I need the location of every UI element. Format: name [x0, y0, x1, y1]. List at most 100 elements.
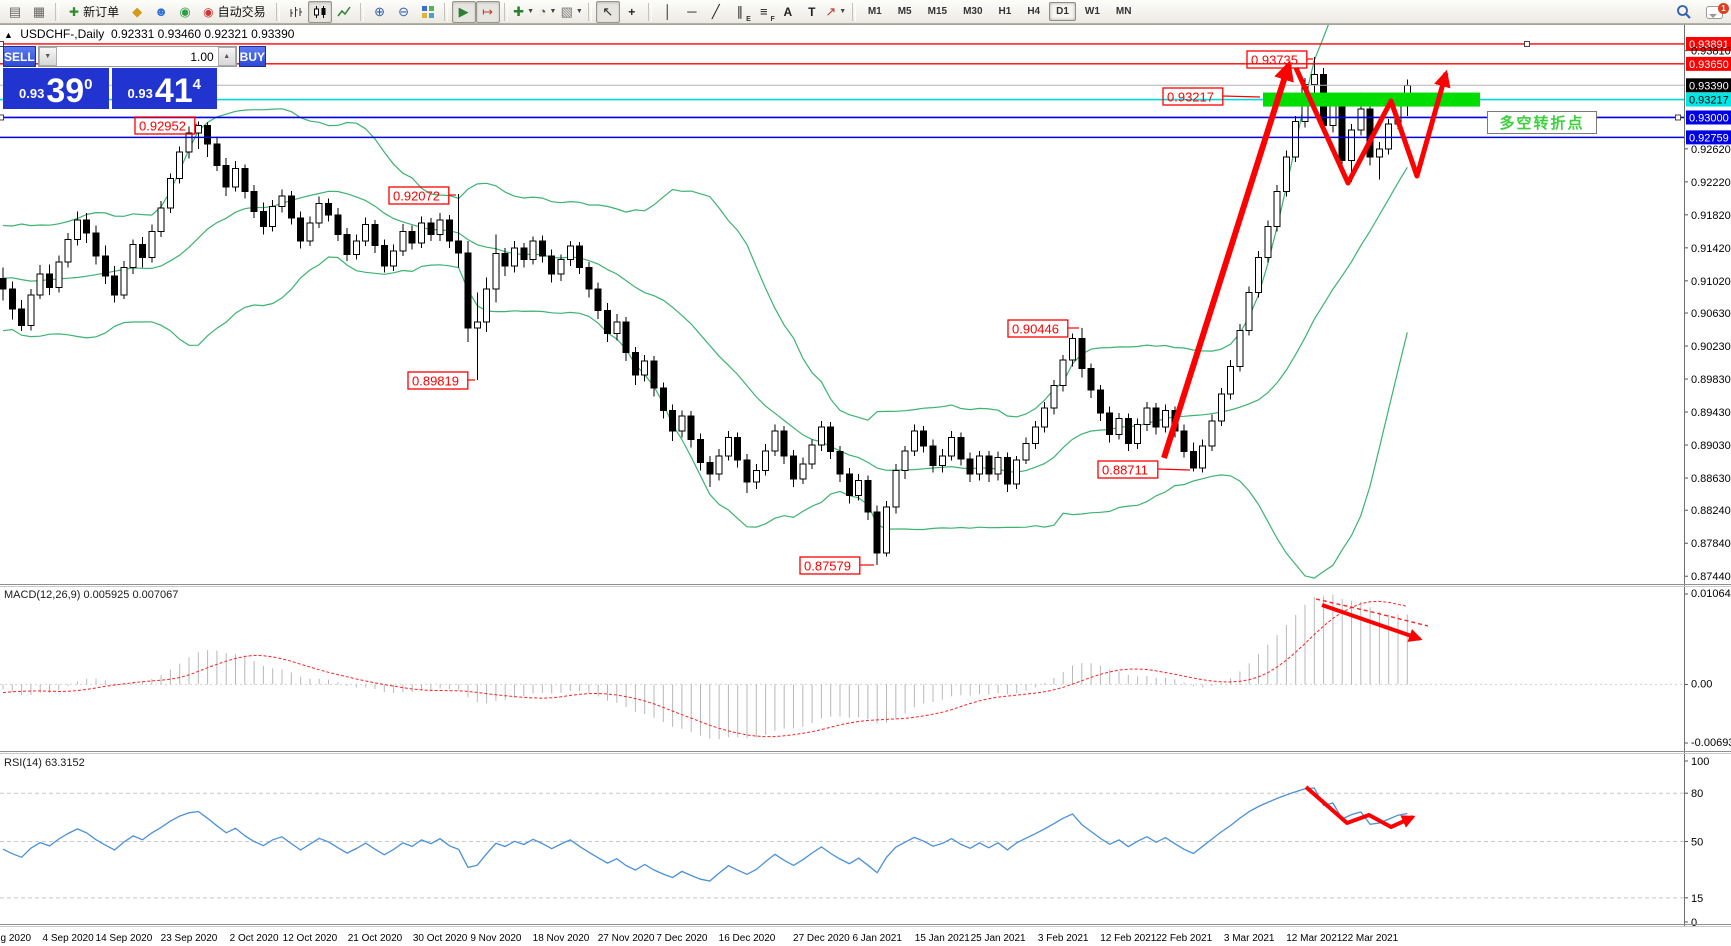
svg-text:0.93390: 0.93390: [1689, 80, 1729, 92]
chevron-down-icon[interactable]: ▼: [527, 8, 534, 15]
volume-down-icon[interactable]: ▼: [38, 47, 57, 66]
timeframe-d1[interactable]: D1: [1049, 2, 1076, 21]
toolbar-separator: [647, 2, 652, 21]
horizontal-line-icon[interactable]: ─: [680, 1, 704, 23]
price-callout: [388, 186, 450, 205]
trend-arrows[interactable]: [1161, 60, 1451, 829]
chat-icon[interactable]: 1: [1706, 2, 1729, 19]
svg-text:0.01064: 0.01064: [1691, 588, 1731, 600]
zoom-out-icon[interactable]: ⊖: [392, 1, 416, 23]
svg-text:0.92072: 0.92072: [393, 189, 440, 204]
auto-scroll-icon[interactable]: ▶: [451, 0, 476, 23]
templates-icon[interactable]: ▧ ▼: [560, 1, 584, 23]
sell-button[interactable]: SELL: [3, 46, 36, 67]
line-handle: [0, 114, 4, 121]
timeframe-m30[interactable]: M30: [963, 6, 983, 17]
auto-trading-button[interactable]: ◉ 自动交易: [203, 4, 266, 19]
svg-text:0.87579: 0.87579: [804, 559, 851, 574]
green-zone-rectangle[interactable]: [1263, 92, 1480, 107]
channel-icon[interactable]: ∥ E: [736, 4, 751, 23]
tile-windows-icon: [420, 4, 436, 20]
green-zone[interactable]: [1263, 92, 1480, 107]
timeframe-h1[interactable]: H1: [998, 6, 1012, 17]
line-chart-icon[interactable]: [332, 1, 356, 23]
svg-text:0.87840: 0.87840: [1691, 538, 1731, 550]
one-click-collapse-icon[interactable]: ▲: [4, 30, 13, 40]
indicators-icon: ✚: [513, 4, 525, 19]
arrows-icon[interactable]: ↗ ▼: [824, 1, 848, 23]
vertical-line-icon: │: [663, 4, 672, 19]
toolbar-separator: [55, 2, 59, 21]
candlestick-series: [0, 56, 1411, 565]
zoom-in-icon[interactable]: ⊕: [368, 1, 392, 23]
crosshair-icon[interactable]: +: [620, 1, 644, 23]
svg-text:0.00: 0.00: [1691, 678, 1712, 690]
community-icon[interactable]: ☻: [149, 1, 173, 23]
svg-text:27 Nov 2020: 27 Nov 2020: [598, 933, 655, 944]
buy-price-prefix: 0.93: [127, 86, 153, 101]
timeframe-m1[interactable]: M1: [867, 6, 882, 17]
turning-point-annotation[interactable]: 多空转折点: [1487, 111, 1597, 134]
buy-button[interactable]: BUY: [238, 46, 267, 67]
candlestick-chart-icon: [312, 4, 328, 20]
new-order-icon: ✚: [69, 4, 80, 19]
timeframe-m5[interactable]: M5: [897, 6, 912, 17]
text-label-icon[interactable]: T: [800, 1, 824, 23]
timeframe-h4[interactable]: H4: [1027, 6, 1041, 17]
toolbar-separator: [275, 2, 280, 21]
buy-price-big: 41: [154, 72, 193, 111]
svg-text:0.93217: 0.93217: [1689, 95, 1729, 107]
svg-text:100: 100: [1691, 756, 1709, 768]
bar-chart-icon[interactable]: [284, 1, 308, 23]
fibonacci-icon[interactable]: ≡ F: [760, 4, 775, 23]
chart-shift-icon[interactable]: ↦: [475, 0, 500, 23]
svg-text:0.93891: 0.93891: [1689, 39, 1729, 51]
timeframe-mn[interactable]: MN: [1115, 6, 1132, 17]
text-icon[interactable]: A: [776, 1, 800, 23]
svg-text:0.89830: 0.89830: [1691, 374, 1731, 386]
new-order-button[interactable]: ✚ 新订单: [69, 4, 120, 19]
signals-icon: ◉: [179, 4, 191, 19]
volume-up-icon[interactable]: ▲: [217, 47, 236, 66]
macd-indicator-label: MACD(12,26,9) 0.005925 0.007067: [4, 589, 179, 601]
buy-price[interactable]: 0.93 41 4: [111, 68, 217, 111]
svg-text:30 Oct 2020: 30 Oct 2020: [413, 933, 468, 944]
profiles-icon[interactable]: ▦: [27, 1, 51, 23]
signals-icon[interactable]: ◉: [173, 1, 197, 23]
price-callouts[interactable]: 0.92952 0.92072 0.89819 0.87579 0.90446 0.887…: [134, 50, 1313, 575]
timeframe-w1[interactable]: W1: [1084, 6, 1100, 17]
crosshair-icon: +: [628, 4, 636, 19]
indicators-icon[interactable]: ✚ ▼: [512, 1, 536, 23]
svg-text:0.89819: 0.89819: [412, 374, 459, 389]
search-icon[interactable]: [1676, 4, 1692, 20]
line-handle: [1524, 40, 1530, 47]
fibonacci-icon: ≡: [760, 4, 768, 19]
svg-text:0.92952: 0.92952: [139, 119, 186, 134]
market-book-icon[interactable]: ◆: [125, 1, 149, 23]
text-icon: A: [783, 4, 793, 19]
chart-window-icon[interactable]: ▤: [3, 1, 27, 23]
svg-text:12 Mar 2021: 12 Mar 2021: [1286, 933, 1343, 944]
volume-input[interactable]: [56, 47, 218, 66]
periods-icon[interactable]: ◔ ▼: [536, 1, 560, 23]
chevron-down-icon[interactable]: ▼: [575, 8, 583, 15]
vertical-line-icon[interactable]: │: [656, 1, 680, 23]
chevron-down-icon[interactable]: ▼: [549, 8, 557, 15]
candlestick-chart-icon[interactable]: [307, 0, 332, 23]
cursor-icon[interactable]: ↖: [595, 0, 620, 23]
macd-panel: 0.01064 0.00 -0.006934: [2, 588, 1731, 749]
trendline-icon[interactable]: ╱: [704, 1, 728, 23]
tile-windows-icon[interactable]: [416, 1, 440, 23]
sell-price[interactable]: 0.93 39 0: [3, 68, 109, 109]
text-label-icon: T: [808, 4, 816, 19]
chevron-down-icon[interactable]: ▼: [839, 8, 847, 15]
svg-text:6 Jan 2021: 6 Jan 2021: [852, 933, 902, 944]
chart-ohlc-readout: 0.92331 0.93460 0.92321 0.93390: [110, 27, 295, 41]
profiles-icon: ▦: [32, 4, 46, 19]
timeframe-m15[interactable]: M15: [927, 6, 948, 17]
sell-price-big: 39: [46, 72, 85, 111]
sell-price-sup: 0: [84, 76, 93, 93]
price-axis[interactable]: 0.93891 0.93650 0.93390 0.93217 0.93000 0.927…: [1684, 36, 1731, 583]
